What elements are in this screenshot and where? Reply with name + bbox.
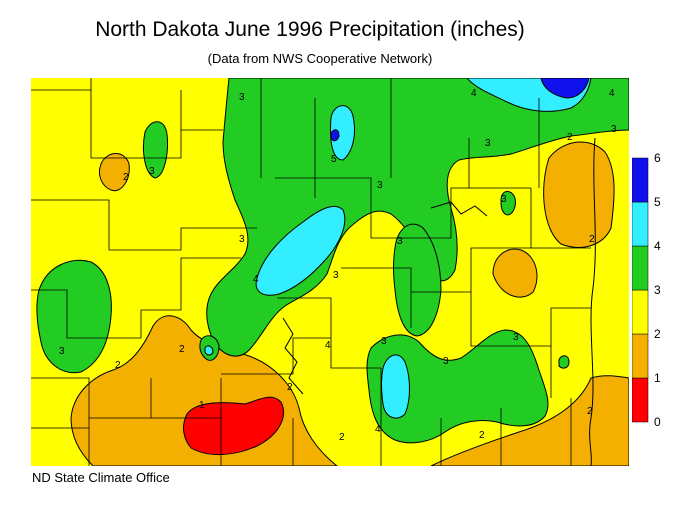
region-4-5-west-spot <box>204 345 214 356</box>
contour-label: 2 <box>115 360 121 371</box>
contour-label: 3 <box>333 270 339 281</box>
legend-tick-label: 6 <box>654 151 661 165</box>
contour-label: 3 <box>443 356 449 367</box>
region-5-6-north-spot <box>330 129 340 142</box>
contour-label: 3 <box>611 124 617 135</box>
region-1-2-oval-center <box>492 248 538 298</box>
contour-label: 3 <box>501 194 507 205</box>
legend-tick-label: 1 <box>654 371 661 385</box>
legend-swatch <box>632 245 649 291</box>
contour-label: 1 <box>199 400 205 411</box>
contour-label: 4 <box>471 88 477 99</box>
contour-labels: 3 3 3 2 2 2 2 2 2 2 3 3 3 3 3 3 3 3 3 3 … <box>59 88 617 443</box>
county-boundaries <box>31 78 596 466</box>
region-3-4-west <box>36 259 112 374</box>
contour-label: 3 <box>239 234 245 245</box>
contour-label: 3 <box>149 166 155 177</box>
legend-tick-label: 2 <box>654 327 661 341</box>
contour-label: 4 <box>375 424 381 435</box>
legend-tick-label: 4 <box>654 239 661 253</box>
region-3-4-nw-spot <box>142 121 168 179</box>
legend-swatch <box>632 333 649 379</box>
contour-label: 3 <box>377 180 383 191</box>
legend-tick-label: 0 <box>654 415 661 429</box>
region-3-4-se-spot <box>558 355 570 369</box>
precipitation-map: 3 3 3 2 2 2 2 2 2 2 3 3 3 3 3 3 3 3 3 3 … <box>31 78 629 466</box>
legend-swatch <box>632 289 649 335</box>
legend: 0 1 2 3 4 5 6 <box>632 151 661 429</box>
contour-label: 2 <box>587 406 593 417</box>
contour-label: 3 <box>59 346 65 357</box>
region-5-6-northeast <box>540 78 590 99</box>
region-0-1 <box>183 396 284 456</box>
region-3-4-north-central <box>206 78 629 357</box>
contour-label: 2 <box>123 172 129 183</box>
map-title: North Dakota June 1996 Precipitation (in… <box>95 18 525 41</box>
contour-label: 5 <box>331 154 337 165</box>
region-4-5-southeast <box>381 354 410 419</box>
legend-swatch <box>632 377 649 423</box>
contour-label: 3 <box>239 92 245 103</box>
contour-label: 2 <box>287 382 293 393</box>
contour-label: 3 <box>381 336 387 347</box>
region-3-4-east-spot <box>500 191 516 216</box>
region-1-2-nw-spot <box>98 153 130 192</box>
contour-label: 4 <box>325 340 331 351</box>
contour-label: 2 <box>567 132 573 143</box>
legend-swatch <box>632 201 649 247</box>
contour-label: 4 <box>609 88 615 99</box>
credit-text: ND State Climate Office <box>32 470 170 485</box>
legend-swatch <box>632 157 649 203</box>
region-4-5-north <box>330 105 356 161</box>
legend-tick-label: 3 <box>654 283 661 297</box>
region-3-4-southeast <box>366 329 549 444</box>
region-3-4-east-central <box>393 223 442 337</box>
legend-tick-label: 5 <box>654 195 661 209</box>
contour-label: 3 <box>397 236 403 247</box>
contour-label: 3 <box>485 138 491 149</box>
contour-label: 4 <box>253 274 259 285</box>
map-subtitle: (Data from NWS Cooperative Network) <box>207 51 433 66</box>
contour-label: 2 <box>589 234 595 245</box>
region-1-2-east <box>543 141 615 248</box>
contour-label: 2 <box>339 432 345 443</box>
contour-label: 3 <box>513 332 519 343</box>
contour-label: 2 <box>479 430 485 441</box>
region-1-2-southeast <box>430 375 629 466</box>
contour-label: 2 <box>179 344 185 355</box>
region-4-5-central <box>255 206 346 296</box>
